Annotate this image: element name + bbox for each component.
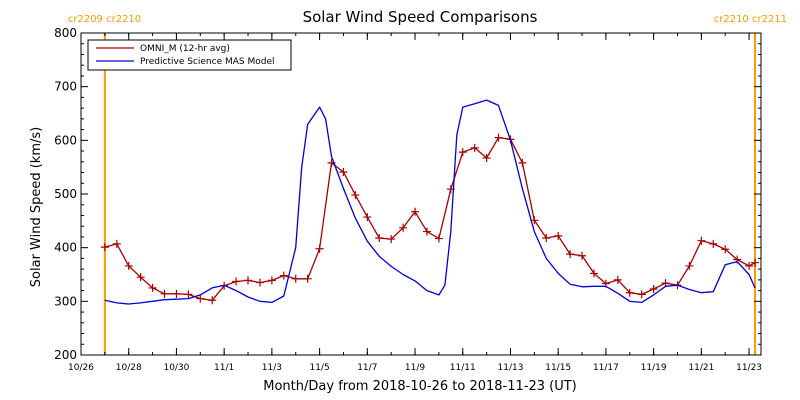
data-point-omni: [315, 244, 324, 253]
x-tick-label: 11/3: [262, 363, 282, 373]
x-tick-label: 11/1: [214, 363, 234, 373]
x-tick-label: 11/5: [309, 363, 329, 373]
data-point-omni: [136, 273, 145, 282]
legend: OMNI_M (12-hr avg) Predictive Science MA…: [87, 39, 292, 71]
chart-title: Solar Wind Speed Comparisons: [303, 8, 538, 26]
x-tick-label: 11/7: [357, 363, 377, 373]
y-tick-label: 300: [54, 294, 77, 308]
data-point-omni: [411, 207, 420, 216]
y-tick-label: 500: [54, 187, 77, 201]
data-point-omni: [625, 288, 634, 297]
data-point-omni: [244, 276, 253, 285]
x-tick-label: 11/9: [405, 363, 425, 373]
data-point-omni: [434, 234, 443, 243]
data-point-omni: [208, 296, 217, 305]
data-point-omni: [196, 294, 205, 303]
y-tick-label: 700: [54, 80, 77, 94]
x-tick-label: 11/11: [450, 363, 476, 373]
data-point-omni: [566, 250, 575, 259]
data-point-omni: [291, 274, 300, 283]
data-point-omni: [685, 261, 694, 270]
data-point-omni: [112, 239, 121, 248]
x-axis-label: Month/Day from 2018-10-26 to 2018-11-23 …: [263, 379, 576, 394]
x-tick-label: 11/13: [498, 363, 524, 373]
series-line-omni: [104, 136, 756, 301]
data-point-omni: [399, 223, 408, 232]
data-point-omni: [751, 258, 760, 267]
data-point-omni: [255, 278, 264, 287]
x-tick-label: 10/30: [163, 363, 189, 373]
data-point-omni: [363, 213, 372, 222]
x-tick-label: 11/21: [688, 363, 714, 373]
x-tick-label: 11/19: [641, 363, 667, 373]
data-point-omni: [542, 234, 551, 243]
carrington-marker-label: cr2210 cr2211: [714, 14, 787, 25]
data-point-omni: [721, 245, 730, 254]
data-point-omni: [482, 154, 491, 163]
data-point-omni: [578, 251, 587, 260]
data-point-omni: [339, 167, 348, 176]
data-point-omni: [518, 158, 527, 167]
data-point-omni: [470, 143, 479, 152]
data-point-omni: [160, 289, 169, 298]
legend-box: [87, 39, 292, 71]
data-point-omni: [697, 236, 706, 245]
legend-label-omni: OMNI_M (12-hr avg): [140, 44, 230, 54]
data-point-omni: [267, 276, 276, 285]
data-point-omni: [494, 133, 503, 142]
data-point-omni: [589, 269, 598, 278]
y-tick-label: 200: [54, 348, 77, 362]
x-tick-label: 10/28: [116, 363, 142, 373]
series-line-model: [104, 99, 756, 305]
data-point-omni: [351, 191, 360, 200]
y-tick-label: 600: [54, 133, 77, 147]
data-point-omni: [148, 283, 157, 292]
data-point-omni: [554, 231, 563, 240]
data-point-omni: [637, 290, 646, 299]
x-tick-label: 11/23: [736, 363, 762, 373]
x-tick-label: 11/15: [545, 363, 571, 373]
data-point-omni: [458, 148, 467, 157]
data-point-omni: [124, 261, 133, 270]
y-tick-label: 400: [54, 241, 77, 255]
x-tick-label: 11/17: [593, 363, 619, 373]
data-point-omni: [745, 261, 754, 270]
data-point-omni: [375, 234, 384, 243]
data-point-omni: [422, 227, 431, 236]
data-point-omni: [649, 284, 658, 293]
data-point-omni: [232, 277, 241, 286]
data-point-omni: [100, 243, 109, 252]
data-point-omni: [387, 235, 396, 244]
data-point-omni: [172, 289, 181, 298]
data-point-omni: [279, 271, 288, 280]
carrington-marker-label: cr2209 cr2210: [68, 14, 141, 25]
data-point-omni: [709, 239, 718, 248]
data-point-omni: [184, 290, 193, 299]
legend-label-model: Predictive Science MAS Model: [140, 57, 275, 67]
data-point-omni: [613, 275, 622, 284]
x-tick-label: 10/26: [68, 363, 94, 373]
y-tick-label: 800: [54, 26, 77, 40]
data-point-omni: [303, 274, 312, 283]
y-axis-label: Solar Wind Speed (km/s): [29, 127, 44, 287]
